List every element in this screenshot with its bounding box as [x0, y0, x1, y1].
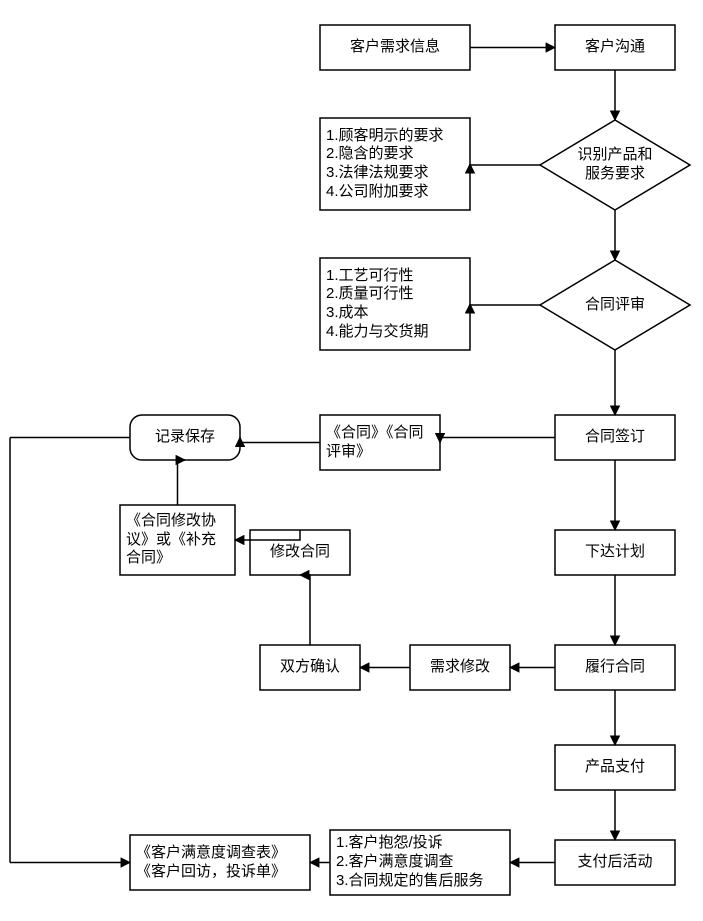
node-n_survey: 《客户满意度调查表》 《客户回访，投诉单》: [130, 835, 310, 890]
node-n_amend: 《合同修改协 议》或《补充 合同》: [120, 505, 235, 575]
flowchart-canvas: 客户需求信息 客户沟通 1.顾客明示的要求 2.隐含的要求 3.法律法规要求 4.公…: [0, 0, 703, 921]
node-n_exec: 履行合同: [555, 645, 675, 690]
node-n_identify: 识别产品和 服务要求: [540, 120, 690, 210]
node-n_post: 支付后活动: [555, 840, 675, 885]
node-n_plan: 下达计划: [555, 530, 675, 575]
node-n_sign: 合同签订: [555, 415, 675, 460]
node-n_record: 记录保存: [130, 415, 240, 460]
node-n_comm: 客户沟通: [555, 25, 675, 70]
node-n_confirm: 双方确认: [260, 645, 360, 690]
node-n_docs: 《合同》《合同 评审》: [320, 415, 440, 470]
node-n_info: 客户需求信息: [320, 25, 470, 70]
node-n_pay: 产品支付: [555, 745, 675, 790]
node-n_postlist: 1.客户抱怨/投诉 2.客户满意度调查 3.合同规定的售后服务: [330, 830, 510, 895]
node-n_reqlist: 1.顾客明示的要求 2.隐含的要求 3.法律法规要求 4.公司附加要求: [320, 118, 470, 210]
node-n_needmod: 需求修改: [410, 645, 510, 690]
node-n_modify: 修改合同: [250, 530, 350, 575]
node-n_revlist: 1.工艺可行性 2.质量可行性 3.成本 4.能力与交货期: [320, 258, 470, 350]
node-n_review: 合同评审: [540, 260, 690, 350]
